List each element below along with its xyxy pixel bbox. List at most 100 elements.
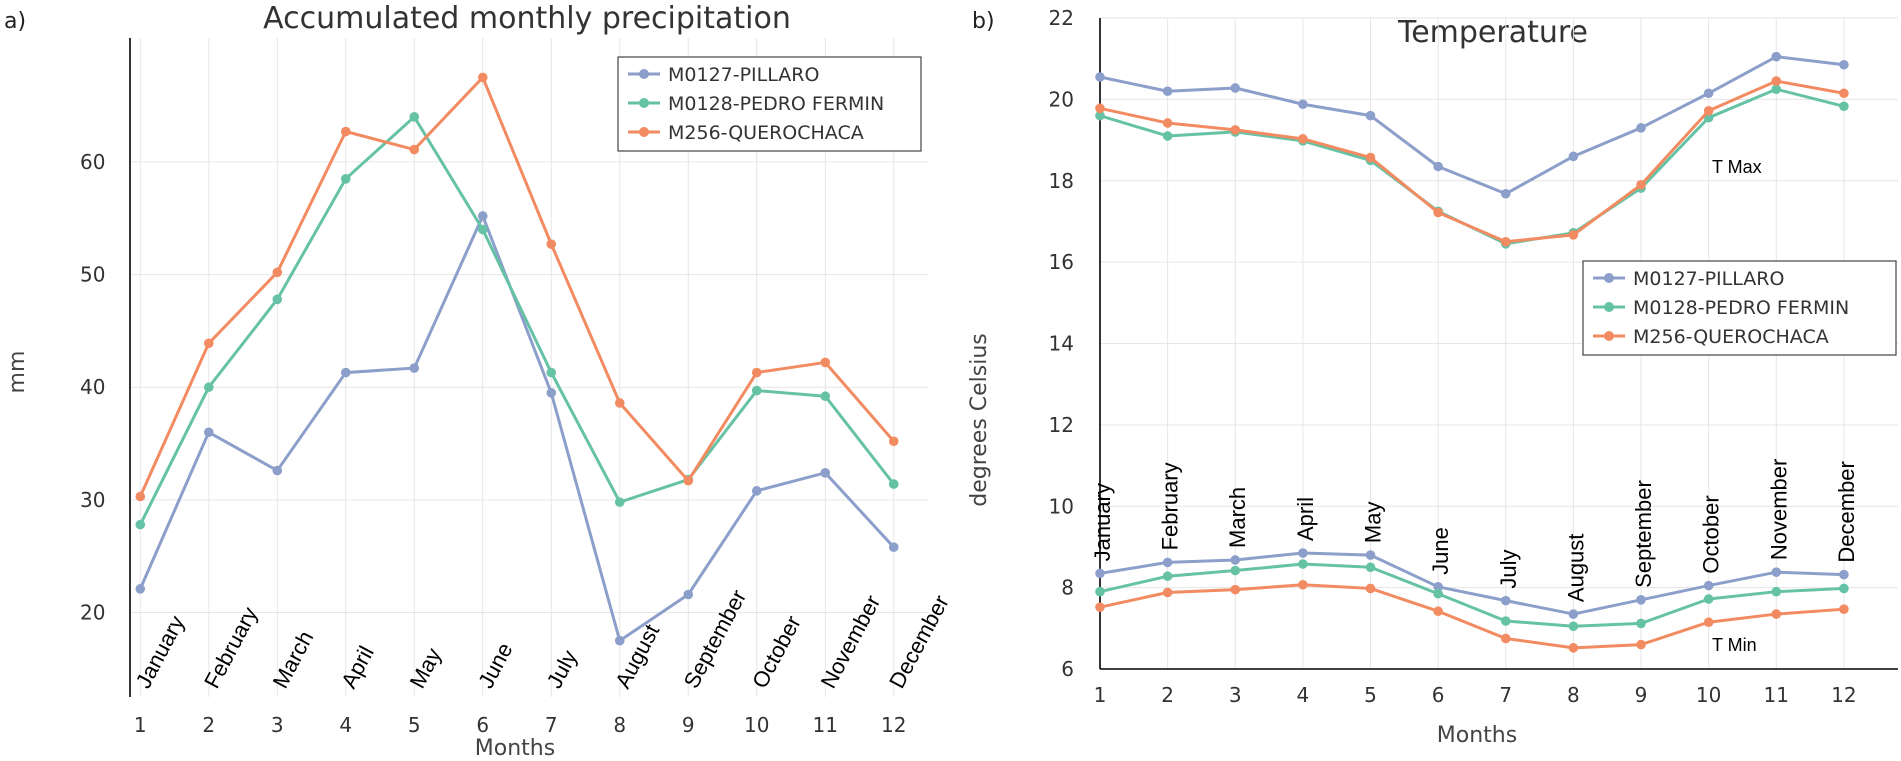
precipitation-data-point [546, 367, 557, 378]
precipitation-legend-label: M0128-PEDRO FERMIN [668, 93, 884, 115]
precipitation-x-tick-label: 3 [271, 713, 284, 737]
temperature-tmin-data-point [1703, 580, 1714, 591]
temperature-tmax-data-point [1162, 86, 1173, 97]
precipitation-month-label: June [473, 638, 517, 692]
temperature-y-tick-label: 16 [1049, 250, 1074, 274]
precipitation-data-point [546, 239, 557, 249]
precipitation-legend-swatch-marker [639, 98, 649, 108]
temperature-tmax-data-point [1771, 51, 1782, 62]
precipitation-data-point [614, 635, 625, 646]
temperature-tmax-data-point [1500, 236, 1511, 247]
precipitation-chart-title: Accumulated monthly precipitation [263, 1, 791, 36]
temperature-tmax-data-point [1703, 105, 1714, 116]
temperature-tmax-data-point [1095, 103, 1105, 114]
temperature-tmin-data-point [1771, 609, 1782, 619]
precipitation-data-point [135, 491, 146, 502]
precipitation-month-label: March [268, 627, 319, 693]
temperature-tmin-data-point [1703, 594, 1714, 604]
temperature-x-tick-label: 9 [1635, 683, 1648, 707]
temperature-tmax-data-point [1771, 76, 1782, 86]
precipitation-legend-swatch-marker [639, 69, 649, 79]
precipitation-data-point [751, 486, 762, 496]
precipitation-data-point [751, 367, 762, 378]
panel-b-letter: b) [972, 9, 995, 34]
temperature-legend-box [1582, 260, 1897, 356]
temperature-tmin-data-point [1839, 569, 1849, 580]
precipitation-x-tick-label: 4 [339, 713, 352, 737]
precipitation-x-tick-label: 9 [682, 713, 695, 737]
temperature-tmin-data-point [1636, 639, 1646, 650]
temperature-tmax-data-point [1162, 118, 1173, 128]
temperature-tmin-data-point [1568, 609, 1579, 619]
temperature-x-tick-label: 7 [1499, 683, 1512, 707]
precipitation-month-label: July [542, 646, 582, 692]
precipitation-data-point [683, 589, 694, 600]
precipitation-legend-box [617, 56, 922, 152]
precipitation-x-tick-label: 11 [813, 713, 838, 737]
temperature-tmax-data-point [1298, 99, 1308, 110]
temperature-tmax-data-point [1230, 83, 1241, 93]
temperature-tmin-data-point [1230, 584, 1241, 595]
temperature-x-axis-label: Months [1437, 723, 1517, 748]
precipitation-y-tick-label: 40 [80, 375, 105, 399]
precipitation-y-tick-label: 50 [80, 263, 105, 287]
temperature-tmin-data-point [1162, 587, 1173, 598]
temperature-tmin-data-point [1095, 602, 1105, 612]
temperature-tmin-data-point [1771, 567, 1782, 577]
temperature-tmax-data-point [1839, 59, 1849, 70]
precipitation-data-point [614, 497, 625, 507]
temperature-tmin-data-point [1636, 595, 1646, 605]
temperature-tmax-data-point [1365, 110, 1376, 121]
precipitation-data-point [614, 398, 625, 408]
temperature-month-label: October [1699, 495, 1724, 573]
temperature-month-label: January [1090, 483, 1115, 561]
temperature-x-tick-labels: 1 2 3 4 5 6 7 8 9 10 11 12 [1094, 683, 1857, 707]
temperature-tmin-data-point [1703, 617, 1714, 628]
temperature-legend-label: M0128-PEDRO FERMIN [1633, 297, 1849, 319]
temperature-tmax-data-point [1230, 125, 1241, 135]
precipitation-x-tick-label: 1 [134, 713, 147, 737]
precipitation-data-point [272, 465, 283, 476]
precipitation-x-tick-labels: 1 2 3 4 5 6 7 8 9 10 11 12 [134, 713, 907, 737]
temperature-tmin-data-point [1500, 595, 1511, 606]
temperature-y-tick-label: 12 [1049, 413, 1074, 437]
temperature-chart-title: Temperature [1397, 15, 1588, 50]
temperature-x-tick-label: 2 [1161, 683, 1174, 707]
temperature-tmin-data-point [1162, 571, 1173, 582]
precipitation-data-point [888, 542, 899, 552]
temperature-tmax-data-point [1433, 207, 1443, 218]
temperature-month-label: April [1293, 497, 1318, 541]
precipitation-data-point [135, 584, 146, 594]
precipitation-data-point [340, 174, 351, 184]
precipitation-data-point [135, 519, 146, 530]
temperature-tmax-data-point [1771, 84, 1782, 95]
temperature-tmin-series-line [1099, 551, 1844, 616]
temperature-month-label: June [1428, 527, 1453, 575]
precipitation-legend-swatch-marker [639, 127, 649, 137]
temperature-tmin-data-point [1568, 643, 1579, 653]
temperature-x-tick-label: 3 [1229, 683, 1242, 707]
temperature-month-label: February [1158, 462, 1183, 550]
temperature-month-label: November [1766, 459, 1791, 560]
precipitation-month-label: May [405, 644, 447, 692]
precipitation-data-point [203, 427, 214, 438]
precipitation-series [135, 72, 899, 646]
temperature-tmin-data-point [1433, 582, 1443, 592]
precipitation-data-point [340, 367, 351, 378]
precipitation-data-point [203, 382, 214, 393]
tmax-annotation: T Max [1712, 157, 1762, 177]
precipitation-data-point [203, 338, 214, 349]
precipitation-series-line [138, 214, 895, 643]
precipitation-month-label: November [816, 591, 886, 692]
temperature-tmin-data-point [1298, 548, 1308, 558]
precipitation-month-label: April [336, 642, 379, 693]
temperature-month-label: September [1631, 480, 1656, 588]
temperature-tmax-series-line [1099, 55, 1845, 196]
precipitation-x-tick-label: 5 [408, 713, 421, 737]
temperature-y-tick-label: 10 [1049, 494, 1074, 518]
temperature-tmax-data-point [1298, 134, 1308, 144]
precipitation-series-line [138, 115, 895, 526]
precipitation-x-tick-label: 7 [545, 713, 558, 737]
